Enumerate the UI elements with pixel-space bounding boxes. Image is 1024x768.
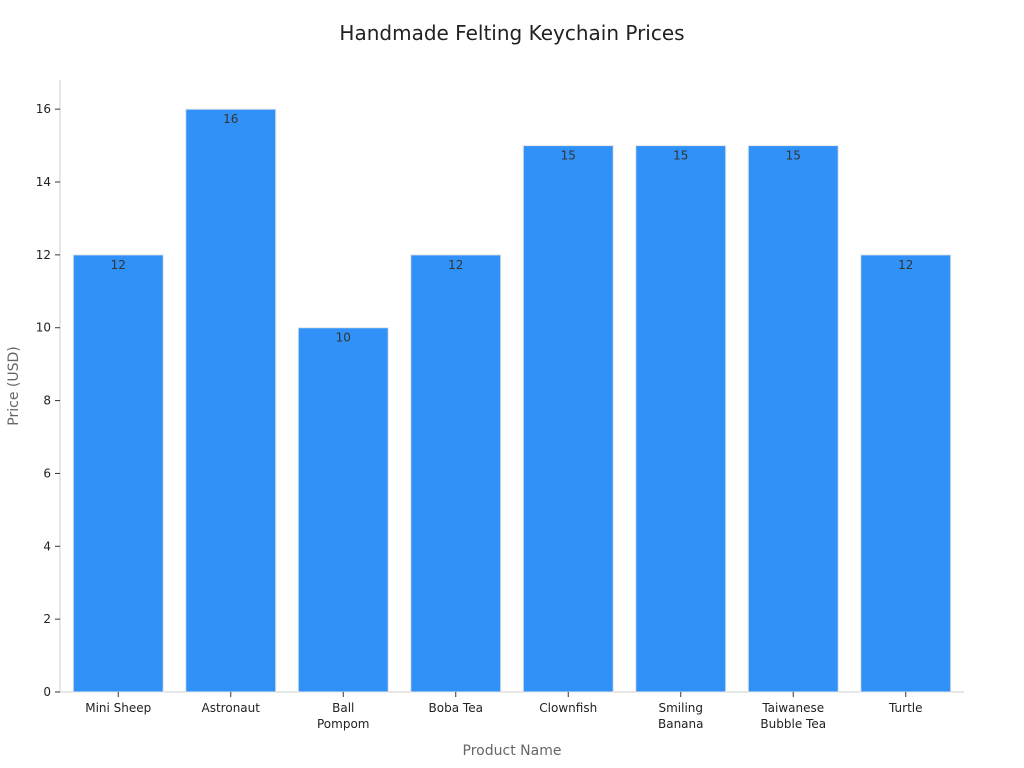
- bar: [410, 254, 502, 693]
- bars-group: 12 16 10 12 15 15 15 12: [72, 108, 952, 693]
- bar-value-label: 15: [673, 149, 688, 163]
- x-tick-label-line: Mini Sheep: [85, 701, 151, 715]
- y-tick-label: 2: [43, 612, 51, 626]
- y-tick-label: 4: [43, 539, 51, 553]
- bar: [72, 254, 164, 693]
- x-tick-label-line: Pompom: [317, 717, 370, 731]
- x-tick-label-line: Astronaut: [202, 701, 261, 715]
- x-tick-label-line: Taiwanese: [761, 701, 824, 715]
- bar-value-label: 10: [336, 331, 351, 345]
- y-tick-label: 0: [43, 685, 51, 699]
- y-tick-label: 8: [43, 394, 51, 408]
- y-tick-label: 10: [36, 321, 51, 335]
- x-axis-ticks: Mini Sheep Astronaut Ball Pompom Boba Tea Clo…: [85, 692, 922, 731]
- bar-value-label: 15: [786, 149, 801, 163]
- y-tick-label: 6: [43, 466, 51, 480]
- x-tick-label-line: Bubble Tea: [760, 717, 826, 731]
- x-tick-label: Turtle: [888, 701, 922, 715]
- x-tick-label-line: Ball: [332, 701, 354, 715]
- x-tick-label-line: Clownfish: [539, 701, 597, 715]
- y-axis-label: Price (USD): [6, 346, 22, 425]
- bar: [860, 254, 952, 693]
- bar-value-label: 15: [561, 149, 576, 163]
- bar-value-label: 12: [898, 258, 913, 272]
- bar: [297, 327, 389, 693]
- x-axis-label: Product Name: [463, 743, 562, 759]
- y-axis-ticks: 0 2 4 6 8 10 12 14 16: [36, 102, 60, 699]
- x-tick-label: Taiwanese Bubble Tea: [760, 701, 826, 731]
- bar: [185, 108, 277, 693]
- bar: [747, 145, 839, 693]
- x-tick-label: Smiling Banana: [658, 701, 704, 731]
- x-tick-label: Ball Pompom: [317, 701, 370, 731]
- y-tick-label: 12: [36, 248, 51, 262]
- y-tick-label: 16: [36, 102, 51, 116]
- x-tick-label-line: Banana: [658, 717, 704, 731]
- y-tick-label: 14: [36, 175, 51, 189]
- bar-value-label: 12: [448, 258, 463, 272]
- chart-title: Handmade Felting Keychain Prices: [339, 21, 684, 45]
- x-tick-label-line: Smiling: [658, 701, 703, 715]
- x-tick-label: Boba Tea: [429, 701, 483, 715]
- x-tick-label: Mini Sheep: [85, 701, 151, 715]
- bar: [522, 145, 614, 693]
- bar-value-label: 16: [223, 112, 238, 126]
- x-tick-label-line: Boba Tea: [429, 701, 483, 715]
- x-tick-label: Clownfish: [539, 701, 597, 715]
- bar-value-label: 12: [111, 258, 126, 272]
- bar: [635, 145, 727, 693]
- x-tick-label-line: Turtle: [888, 701, 922, 715]
- x-tick-label: Astronaut: [202, 701, 261, 715]
